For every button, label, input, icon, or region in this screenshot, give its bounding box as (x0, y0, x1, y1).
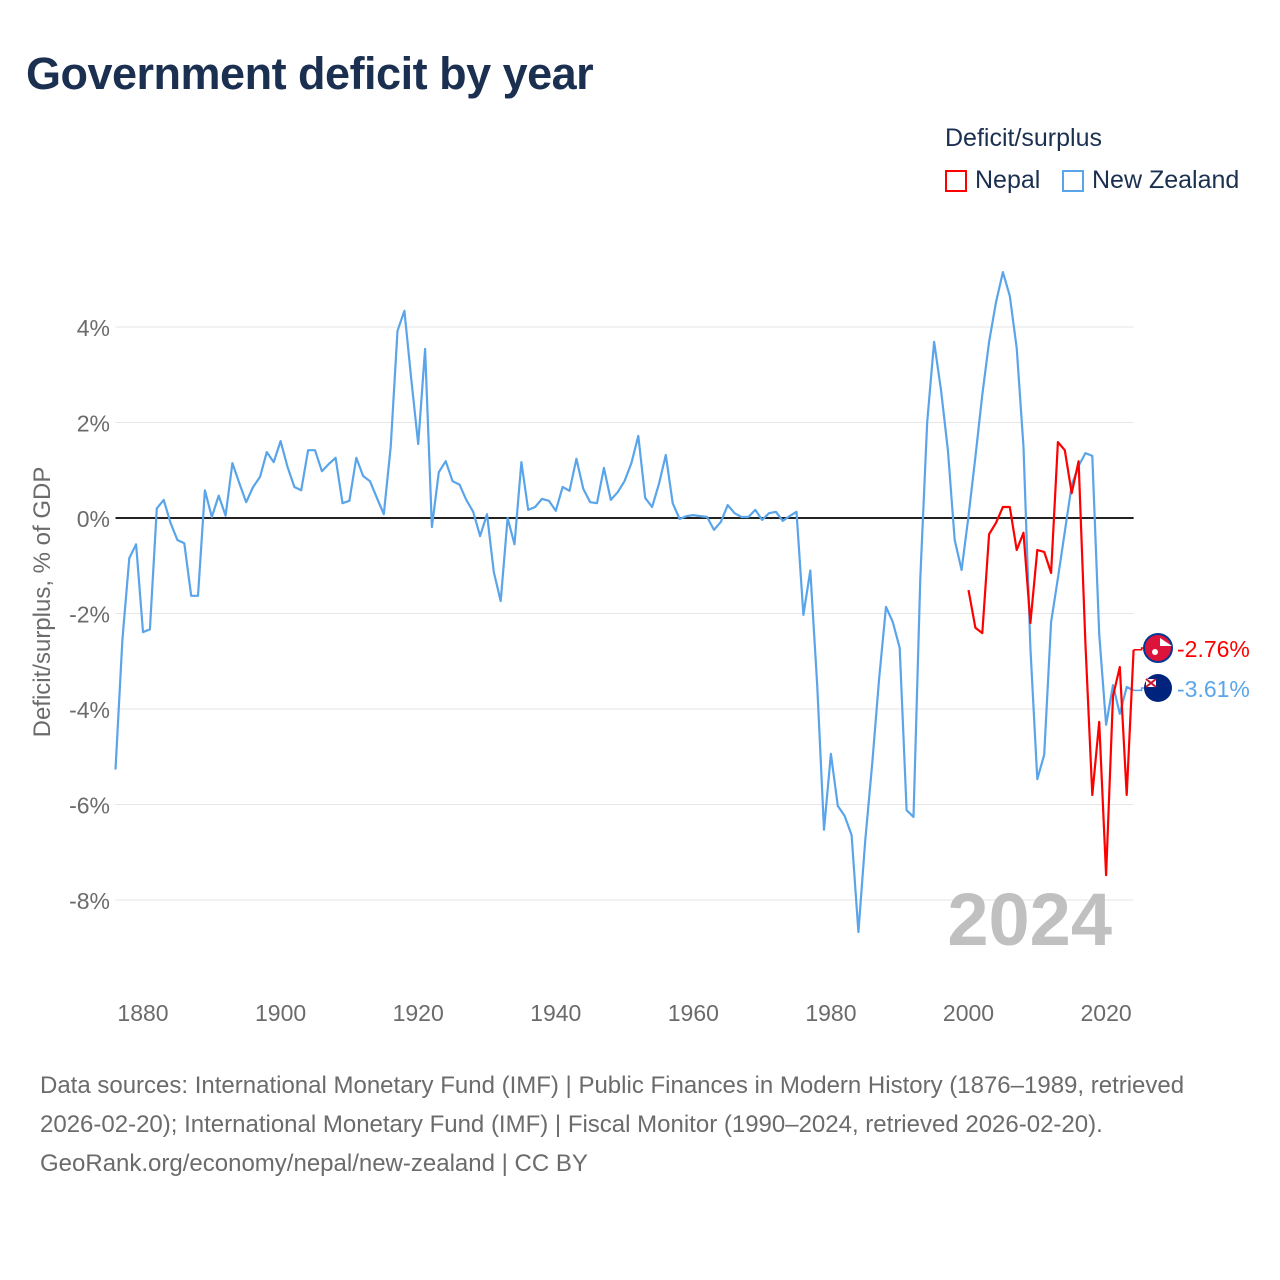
legend-label: New Zealand (1092, 166, 1240, 194)
y-tick-label: -6% (69, 793, 110, 819)
new-zealand-flag-icon (1144, 674, 1172, 702)
series-line-new-zealand (114, 271, 1135, 934)
nepal-flag-icon (1143, 633, 1173, 663)
legend-title: Deficit/surplus (945, 124, 1102, 152)
x-tick-label: 1940 (530, 1000, 581, 1026)
y-tick-label: -2% (69, 602, 110, 628)
credit-link[interactable]: GeoRank.org/economy/nepal/new-zealand | … (40, 1150, 588, 1177)
chart-title: Government deficit by year (26, 48, 594, 99)
nepal-flag-detail (1160, 638, 1172, 646)
x-tick-label: 2020 (1080, 1000, 1131, 1026)
year-watermark: 2024 (947, 878, 1112, 961)
x-tick-label: 1920 (393, 1000, 444, 1026)
chart-area: 4% 2% 0% -2% -4% -6% -8% 1880 1900 1920 1940 1960 1… (29, 271, 1250, 1026)
legend-item-new-zealand[interactable]: New Zealand (1062, 166, 1239, 195)
data-sources: Data sources: International Monetary Fun… (40, 1072, 1185, 1138)
y-tick-label: -8% (69, 888, 110, 914)
new-zealand-flag-cross (1145, 678, 1157, 688)
end-value-label: -2.76% (1177, 636, 1250, 662)
y-tick-label: 0% (77, 506, 110, 532)
y-tick-label: -4% (69, 697, 110, 723)
y-tick-label: 2% (77, 411, 110, 437)
legend-swatch-nepal (945, 169, 967, 192)
x-tick-label: 1960 (668, 1000, 719, 1026)
end-value-label: -3.61% (1177, 676, 1250, 702)
x-tick-label: 2000 (943, 1000, 994, 1026)
x-tick-label: 1980 (805, 1000, 856, 1026)
legend-label: Nepal (975, 166, 1041, 194)
y-axis-label: Deficit/surplus, % of GDP (29, 467, 56, 738)
x-tick-label: 1900 (255, 1000, 306, 1026)
end-label-connector (1133, 687, 1146, 692)
y-tick-label: 4% (77, 315, 110, 341)
footer: Data sources: International Monetary Fun… (40, 1066, 1240, 1183)
legend-swatch-new-zealand (1062, 169, 1084, 192)
x-tick-label: 1880 (117, 1000, 168, 1026)
series-line-nepal (967, 441, 1135, 877)
nepal-flag-sun (1152, 649, 1158, 655)
legend-item-nepal[interactable]: Nepal (945, 166, 1040, 195)
